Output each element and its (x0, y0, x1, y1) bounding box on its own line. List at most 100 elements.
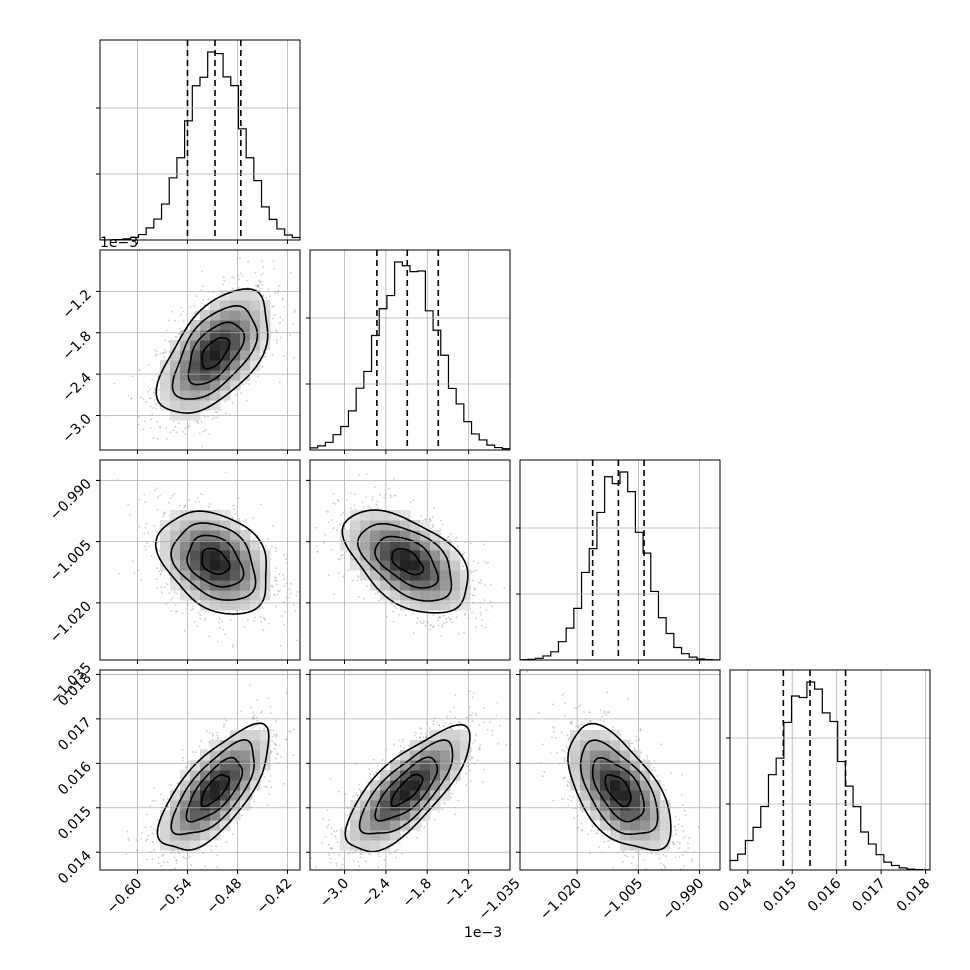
sample-point (202, 285, 205, 288)
sample-point (374, 592, 377, 595)
density-cell (180, 520, 191, 531)
sample-point (276, 291, 279, 294)
sample-point (484, 584, 486, 587)
sample-point (271, 353, 274, 356)
sample-point (294, 309, 297, 312)
density-cell (180, 370, 191, 381)
sample-point (149, 426, 152, 429)
density-cell (360, 540, 371, 551)
sample-point (385, 615, 388, 618)
sample-point (392, 610, 395, 613)
sample-point (439, 615, 441, 618)
density-cell (210, 550, 221, 561)
sample-point (155, 350, 158, 353)
sample-point (193, 620, 196, 623)
sample-point (139, 498, 142, 501)
sample-point (337, 572, 340, 575)
sample-point (198, 432, 201, 435)
sample-point (198, 472, 200, 474)
sample-point (133, 572, 136, 575)
sample-point (151, 857, 154, 860)
sample-point (278, 573, 281, 576)
density-cell (440, 590, 451, 601)
sample-point (490, 583, 492, 586)
sample-point (273, 267, 275, 270)
sample-point (316, 551, 319, 553)
sample-point (473, 587, 476, 590)
density-cell (260, 340, 271, 351)
density-cell (370, 570, 381, 581)
sample-point (239, 257, 241, 260)
sample-point (142, 398, 145, 400)
density-cell (200, 560, 211, 571)
density-cell (360, 560, 371, 571)
density-cell (410, 580, 421, 591)
sample-point (241, 275, 244, 277)
sample-point (144, 526, 147, 529)
sample-point (546, 640, 548, 642)
density-cell (190, 380, 201, 391)
sample-point (354, 508, 357, 511)
sample-point (159, 494, 162, 497)
sample-point (267, 288, 270, 291)
sample-point (154, 489, 156, 492)
sample-point (246, 279, 249, 282)
density-cell (390, 540, 401, 551)
density-cell (220, 570, 231, 581)
sample-point (168, 592, 171, 594)
sample-point (153, 349, 156, 352)
density-cell (190, 550, 201, 561)
density-cell (210, 330, 221, 341)
density-cell (170, 520, 181, 531)
sample-point (416, 622, 418, 625)
density-cell (160, 530, 171, 541)
sample-point (274, 546, 277, 549)
sample-point (288, 596, 291, 599)
sample-point (315, 526, 318, 529)
density-cell (190, 350, 201, 361)
sample-point (375, 503, 378, 506)
sample-point (447, 616, 450, 619)
sample-point (330, 549, 333, 551)
sample-point (143, 493, 146, 496)
sample-point (186, 603, 189, 606)
density-cell (170, 340, 181, 351)
contour-level-2 (186, 534, 245, 588)
sample-point (154, 799, 156, 802)
sample-point (427, 621, 429, 624)
panel-frame (99, 459, 301, 661)
sample-point (256, 285, 259, 287)
sample-point (480, 613, 482, 616)
sample-point (164, 511, 167, 514)
density-cell (190, 510, 201, 521)
density-cell (200, 320, 211, 331)
sample-point (260, 621, 263, 624)
density-cell (210, 530, 221, 541)
density-cell (180, 570, 191, 581)
sample-point (165, 427, 168, 430)
sample-point (447, 535, 450, 538)
sample-point (305, 274, 307, 276)
density-cell (380, 530, 391, 541)
density-cell (370, 540, 381, 551)
sample-point (384, 493, 387, 496)
sample-point (162, 512, 165, 515)
sample-point (193, 304, 196, 307)
sample-point (183, 506, 185, 509)
sample-point (198, 745, 201, 748)
sample-point (472, 579, 474, 582)
sample-point (356, 579, 359, 582)
sample-point (383, 497, 386, 499)
density-cell (390, 530, 401, 541)
density-cell (160, 400, 171, 411)
sample-point (292, 357, 295, 360)
density-cell (230, 520, 241, 531)
sample-point (393, 494, 396, 497)
sample-point (495, 615, 497, 617)
sample-point (261, 366, 264, 368)
sample-point (442, 614, 445, 617)
sample-point (450, 617, 453, 620)
density-cell (220, 320, 231, 331)
sample-point (163, 348, 166, 351)
sample-point (150, 418, 152, 421)
